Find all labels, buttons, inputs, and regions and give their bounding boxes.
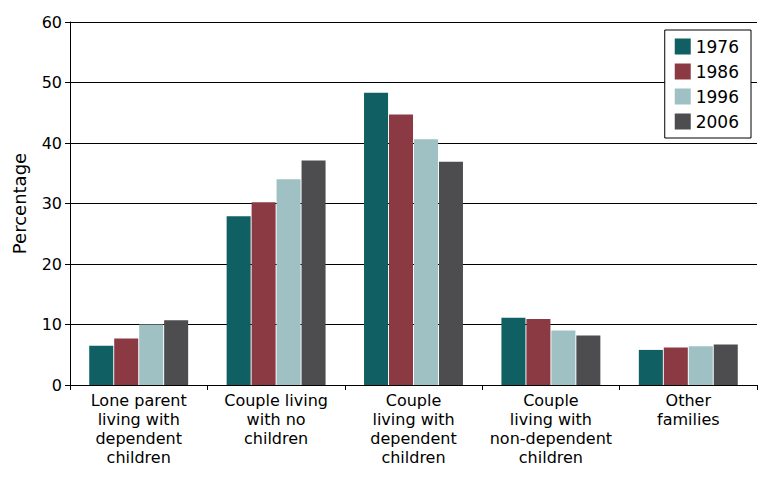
svg-text:Couple: Couple (386, 391, 442, 410)
svg-text:0: 0 (52, 376, 62, 395)
svg-text:children: children (244, 429, 308, 448)
svg-text:non-dependent: non-dependent (490, 429, 612, 448)
svg-text:30: 30 (42, 194, 62, 213)
svg-text:Couple living: Couple living (224, 391, 328, 410)
svg-text:20: 20 (42, 255, 62, 274)
svg-text:dependent: dependent (370, 429, 457, 448)
svg-text:with no: with no (247, 410, 306, 429)
svg-text:1986: 1986 (696, 62, 739, 82)
svg-text:40: 40 (42, 134, 62, 153)
svg-text:living with: living with (98, 410, 180, 429)
svg-text:children: children (381, 448, 445, 467)
svg-text:living with: living with (510, 410, 592, 429)
svg-text:children: children (107, 448, 171, 467)
svg-text:1976: 1976 (696, 37, 739, 57)
svg-text:Other: Other (666, 391, 712, 410)
svg-text:2006: 2006 (696, 112, 739, 132)
svg-text:children: children (519, 448, 583, 467)
svg-text:living with: living with (372, 410, 454, 429)
svg-text:50: 50 (42, 73, 62, 92)
svg-text:families: families (657, 410, 720, 429)
svg-text:Percentage: Percentage (9, 153, 30, 254)
svg-text:Couple: Couple (523, 391, 579, 410)
svg-text:10: 10 (42, 315, 62, 334)
svg-text:dependent: dependent (95, 429, 182, 448)
svg-text:1996: 1996 (696, 87, 739, 107)
svg-text:60: 60 (42, 13, 62, 32)
svg-text:Lone parent: Lone parent (91, 391, 187, 410)
